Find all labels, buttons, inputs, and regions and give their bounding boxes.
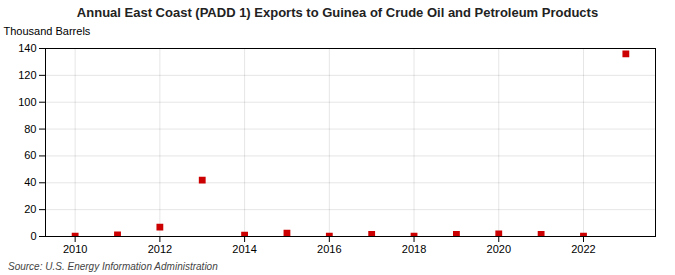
svg-text:2022: 2022 bbox=[571, 243, 595, 255]
html-text:Annual East Coast (PADD 1) Exp: Annual East Coast (PADD 1) Exports to Gu… bbox=[76, 5, 599, 20]
svg-text:20: 20 bbox=[24, 203, 36, 215]
svg-text:2018: 2018 bbox=[402, 243, 426, 255]
svg-text:60: 60 bbox=[24, 149, 36, 161]
svg-text:2020: 2020 bbox=[487, 243, 511, 255]
svg-text:0: 0 bbox=[30, 230, 36, 242]
svg-text:120: 120 bbox=[18, 69, 36, 81]
svg-text:40: 40 bbox=[24, 176, 36, 188]
svg-text:2016: 2016 bbox=[317, 243, 341, 255]
svg-text:2012: 2012 bbox=[148, 243, 172, 255]
svg-text:80: 80 bbox=[24, 123, 36, 135]
svg-text:100: 100 bbox=[18, 96, 36, 108]
svg-text:140: 140 bbox=[18, 42, 36, 54]
svg-text:Thousand Barrels: Thousand Barrels bbox=[4, 25, 91, 37]
svg-text:2014: 2014 bbox=[232, 243, 256, 255]
svg-text:2010: 2010 bbox=[63, 243, 87, 255]
html-text:Source: U.S. Energy Informatio: Source: U.S. Energy Information Administ… bbox=[8, 261, 218, 272]
